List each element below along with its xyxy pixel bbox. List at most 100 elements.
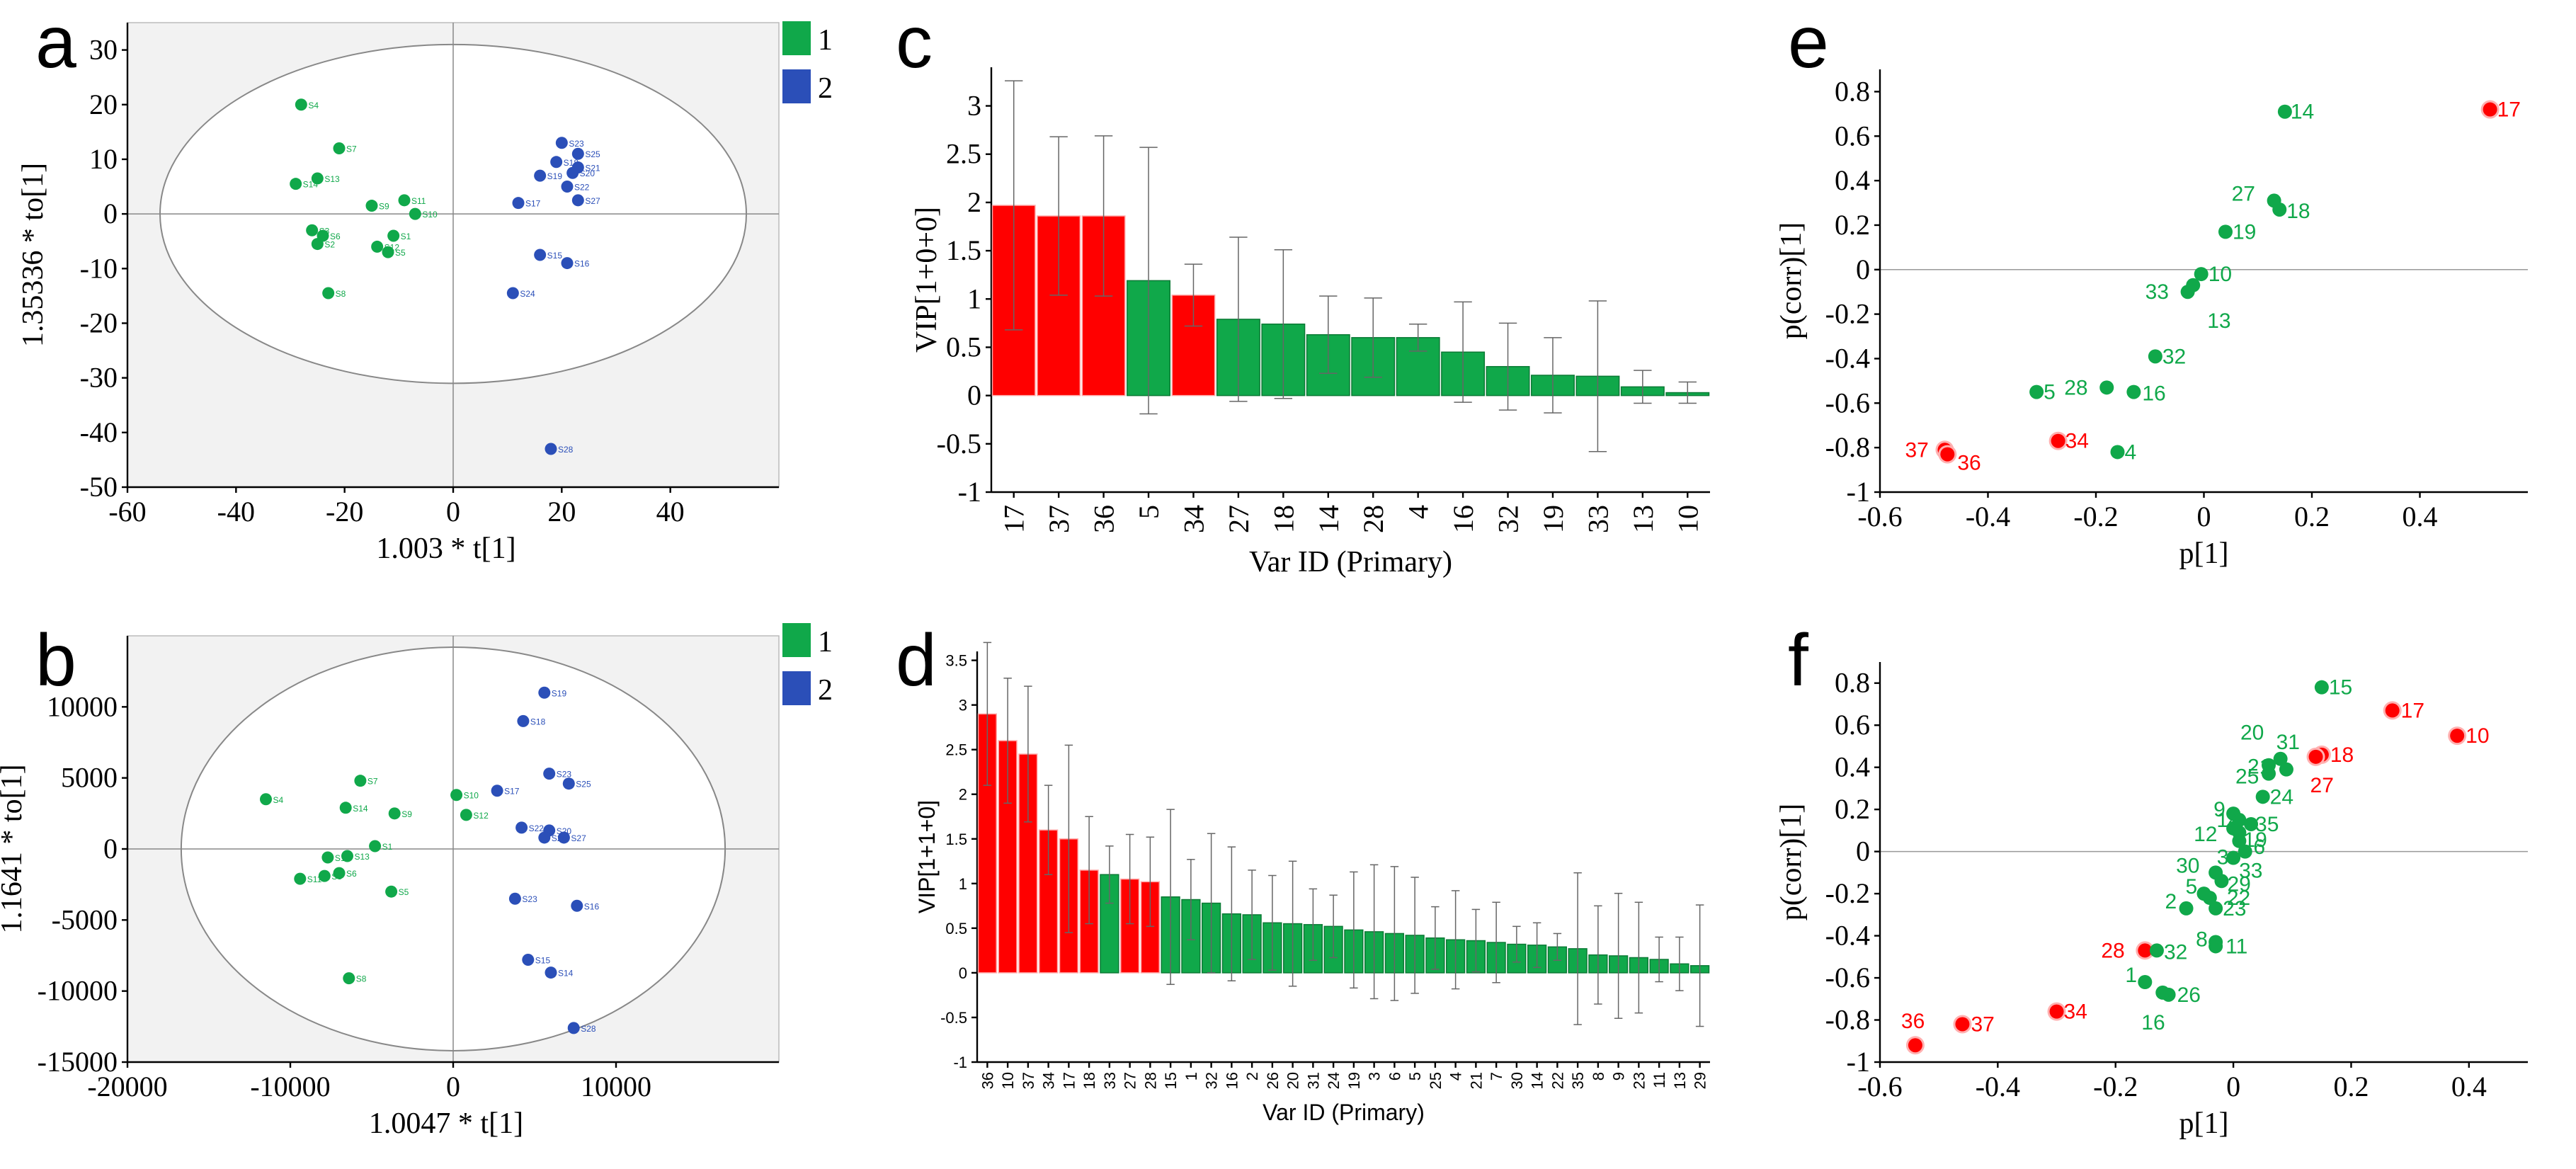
x-tick-label: 5 <box>1406 1072 1424 1080</box>
score-point <box>365 200 378 212</box>
y-tick-label: -30 <box>80 362 118 394</box>
y-tick-label: -0.5 <box>937 428 981 460</box>
panel-label-f: f <box>1788 620 1809 702</box>
y-tick-label: 1 <box>967 283 981 314</box>
x-tick-label: -60 <box>108 496 146 528</box>
x-tick-label: -20000 <box>87 1071 167 1102</box>
y-tick-label: -0.8 <box>1825 431 1870 463</box>
x-tick-label: 14 <box>1529 1072 1546 1089</box>
x-tick-label: 0 <box>446 1071 460 1102</box>
score-point <box>491 785 503 797</box>
y-tick-label: 1.5 <box>945 831 967 848</box>
s-plot-point <box>2202 891 2217 906</box>
score-point <box>311 238 324 251</box>
point-label: 16 <box>2142 382 2165 406</box>
legend-label: 1 <box>818 24 833 57</box>
score-point <box>571 147 584 160</box>
x-tick-label: -0.2 <box>2093 1071 2138 1102</box>
x-tick-label: 5 <box>1133 505 1165 519</box>
x-tick-label: 17 <box>998 505 1030 533</box>
s-plot-point <box>2209 901 2223 916</box>
panel-label-c: c <box>896 1 933 84</box>
y-tick-label: 0 <box>1856 836 1870 867</box>
s-plot-point <box>2450 729 2465 743</box>
point-label: S28 <box>558 445 574 455</box>
score-point <box>566 166 579 179</box>
point-label: 27 <box>2232 182 2255 205</box>
y-tick-label: -5000 <box>52 903 118 935</box>
y-tick-label: -10 <box>80 252 118 284</box>
x-tick-label: 24 <box>1325 1072 1343 1089</box>
score-point <box>382 246 394 258</box>
x-tick-label: 8 <box>1590 1072 1607 1080</box>
s-plot-point <box>2029 384 2044 399</box>
score-point <box>341 850 353 862</box>
score-point <box>409 207 421 220</box>
s-plot-point <box>2110 445 2125 460</box>
x-tick-label: 28 <box>1357 505 1389 533</box>
point-label: 11 <box>2225 935 2247 958</box>
point-label: S17 <box>525 199 541 209</box>
score-point <box>555 137 568 149</box>
score-point <box>506 287 519 300</box>
y-tick-label: 0 <box>1856 253 1870 285</box>
x-tick-label: 23 <box>1630 1072 1648 1089</box>
panel-label-e: e <box>1788 1 1829 84</box>
y-tick-label: -0.6 <box>1825 962 1870 993</box>
x-tick-label: 34 <box>1178 505 1209 533</box>
s-plot-e: 0.80.60.40.20-0.2-0.4-0.6-0.8-1-0.6 -0.4-… <box>1775 69 2528 570</box>
score-point <box>321 851 334 864</box>
s-plot-point <box>2155 985 2170 1000</box>
x-tick-label: 32 <box>1203 1072 1221 1089</box>
x-axis-label: Var ID (Primary) <box>1249 546 1452 578</box>
x-tick-label: 13 <box>1671 1072 1689 1089</box>
point-label: S12 <box>473 811 489 821</box>
x-tick-label: 26 <box>1264 1072 1282 1089</box>
legend-label: 2 <box>818 674 833 707</box>
point-label: 14 <box>2291 101 2314 124</box>
y-tick-label: -0.4 <box>1825 342 1870 374</box>
y-tick-label: 30 <box>89 34 118 66</box>
x-tick-label: 13 <box>1627 505 1659 533</box>
y-tick-label: 0.6 <box>1835 709 1870 741</box>
score-point <box>557 831 570 844</box>
score-point <box>567 1022 580 1034</box>
legend-swatch <box>782 623 811 657</box>
point-label: 31 <box>2276 731 2300 754</box>
x-tick-label: 36 <box>1088 505 1120 533</box>
point-label: S15 <box>535 956 551 966</box>
point-label: S20 <box>580 169 595 178</box>
x-tick-label: 0.4 <box>2403 501 2438 532</box>
y-tick-label: -50 <box>80 471 118 503</box>
s-plot-point <box>1908 1038 1922 1053</box>
s-plot-point <box>2262 766 2276 781</box>
score-point <box>522 954 535 966</box>
point-label: S11 <box>411 196 426 206</box>
point-label: S22 <box>529 823 545 833</box>
y-tick-label: 0 <box>967 380 981 411</box>
score-point <box>385 885 398 898</box>
x-tick-label: -40 <box>217 496 255 528</box>
s-plot-point <box>2218 224 2233 239</box>
x-tick-label: 3 <box>1366 1072 1384 1080</box>
point-label: 16 <box>2141 1011 2165 1034</box>
point-label: S1 <box>382 842 393 852</box>
point-label: S16 <box>584 901 600 911</box>
y-tick-label: 0.8 <box>1835 667 1870 699</box>
point-label: 30 <box>2176 854 2199 877</box>
y-tick-label: -20 <box>80 307 118 338</box>
score-point <box>543 768 556 780</box>
x-axis-label: p[1] <box>2179 537 2229 570</box>
score-point <box>322 287 335 300</box>
point-label: S11 <box>307 874 322 884</box>
y-tick-label: 3.5 <box>945 652 967 670</box>
x-tick-label: 0 <box>446 496 460 528</box>
point-label: 35 <box>2255 813 2279 836</box>
y-tick-label: 5000 <box>61 762 118 794</box>
score-point <box>534 169 547 182</box>
point-label: 32 <box>2164 940 2187 964</box>
point-label: 4 <box>2125 440 2137 464</box>
point-label: S9 <box>379 202 389 212</box>
x-tick-label: 30 <box>1508 1072 1526 1089</box>
